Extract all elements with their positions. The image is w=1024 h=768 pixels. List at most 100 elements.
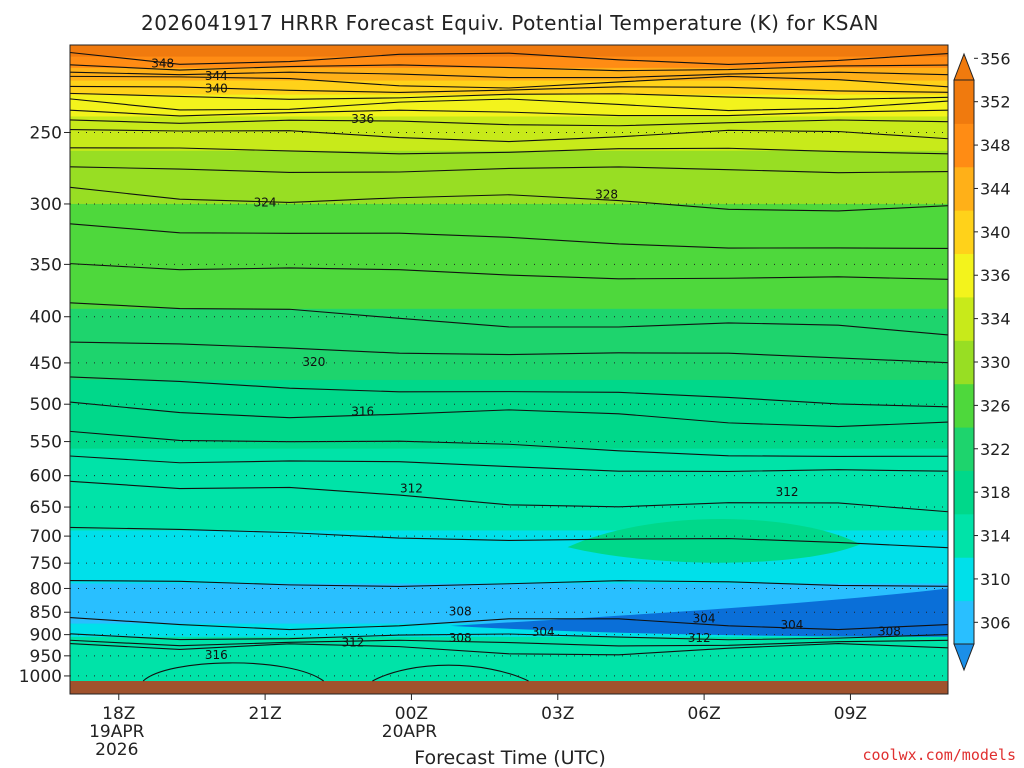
y-tick-label: 500	[30, 395, 62, 415]
color-band	[70, 379, 948, 450]
colorbar-tick-label: 322	[980, 440, 1011, 459]
x-tick-sublabel: 19APR	[89, 722, 145, 742]
contour-label: 304	[693, 612, 716, 626]
colorbar-segment	[954, 296, 974, 341]
x-tick-sublabel: 2026	[95, 740, 138, 760]
contour-line	[69, 147, 949, 155]
colorbar-low-arrow	[953, 643, 975, 672]
contour-line	[69, 401, 949, 428]
color-band	[70, 203, 948, 310]
contour-line	[69, 579, 949, 588]
y-tick-label: 350	[30, 255, 62, 275]
colorbar: 306 310 314 318 322 326 330 334 336 340 344 348 352 3…	[953, 49, 1011, 672]
contour-label: 336	[351, 112, 374, 126]
contour-line	[69, 119, 949, 127]
contour-line	[69, 85, 949, 93]
color-band	[70, 150, 948, 205]
y-tick-label: 900	[30, 626, 62, 646]
colorbar-tick-label: 334	[980, 310, 1011, 329]
colorbar-segment	[954, 513, 974, 558]
colorbar-segment	[954, 470, 974, 515]
contour-line	[69, 430, 949, 457]
contour-label: 308	[878, 624, 901, 638]
contour-line	[69, 64, 949, 72]
y-tick-label: 650	[30, 498, 62, 518]
credit-text: coolwx.com/models	[862, 746, 1016, 764]
contour-label: 324	[254, 195, 277, 209]
y-tick-label: 700	[30, 527, 62, 547]
color-band	[70, 56, 948, 69]
contour-label: 308	[449, 631, 472, 645]
colorbar-tick-label: 306	[980, 613, 1011, 632]
contour-line	[69, 341, 949, 364]
contour-label: 316	[205, 648, 228, 662]
plot-frame	[69, 44, 949, 695]
y-tick-label: 800	[30, 579, 62, 599]
contour-line	[69, 109, 949, 117]
x-tick-label: 00Z	[395, 704, 428, 724]
y-tick-label: 400	[30, 308, 62, 328]
contour-label: 312	[688, 631, 711, 645]
contour-line	[69, 75, 949, 89]
colorbar-tick-label: 340	[980, 223, 1011, 242]
contour-line	[372, 664, 529, 682]
contour-line	[69, 633, 949, 641]
colorbar-tick-label: 336	[980, 266, 1011, 285]
contour-line	[69, 639, 949, 647]
contour-line	[69, 263, 949, 280]
contour-line	[69, 223, 949, 249]
colorbar-tick-label: 356	[980, 49, 1011, 68]
y-tick-label: 750	[30, 554, 62, 574]
color-band	[70, 636, 948, 682]
contour-line	[69, 480, 949, 513]
x-tick-label: 03Z	[541, 704, 574, 724]
chart-title: 2026041917 HRRR Forecast Equiv. Potentia…	[141, 11, 879, 35]
contour-line	[69, 526, 949, 549]
colorbar-tick-label: 352	[980, 93, 1011, 112]
contour-label: 348	[151, 56, 174, 70]
color-band	[70, 308, 948, 381]
contour-label: 340	[205, 82, 228, 96]
y-tick-label: 600	[30, 467, 62, 487]
colorbar-tick-label: 326	[980, 396, 1011, 415]
colorbar-segment	[954, 80, 974, 124]
contour-line	[69, 302, 949, 336]
contour-label: 304	[532, 625, 555, 639]
contour-line	[69, 92, 949, 100]
color-band	[70, 67, 948, 82]
x-axis-label: Forecast Time (UTC)	[414, 747, 605, 768]
ground-surface	[70, 681, 948, 694]
color-band	[70, 94, 948, 117]
y-tick-label: 300	[30, 195, 62, 215]
y-axis: 250 300 350 400 450 500 550 600 650 700 750 800 850 9…	[19, 123, 70, 687]
colorbar-segment	[954, 340, 974, 385]
colorbar-tick-label: 330	[980, 353, 1011, 372]
contour-label: 328	[595, 187, 618, 201]
contour-label: 316	[351, 404, 374, 418]
contour-line	[69, 186, 949, 212]
contour-line	[69, 98, 949, 112]
color-band	[70, 448, 948, 531]
contour-line	[69, 617, 949, 631]
contour-label: 308	[449, 604, 472, 618]
y-tick-label: 850	[30, 603, 62, 623]
colorbar-segment	[954, 557, 974, 602]
color-band-304	[450, 588, 948, 637]
color-band	[70, 116, 948, 152]
contour-label: 344	[205, 69, 228, 83]
colorbar-segment	[954, 166, 974, 211]
plot-area	[70, 45, 948, 694]
contour-line	[69, 643, 949, 656]
contour-label: 304	[780, 618, 803, 632]
x-tick-label: 18Z	[102, 704, 135, 724]
contour-line	[69, 129, 949, 143]
contour-line	[69, 376, 949, 408]
x-tick-label: 09Z	[834, 704, 867, 724]
colorbar-high-arrow	[953, 52, 975, 81]
colorbar-segment	[954, 123, 974, 168]
colorbar-tick-label: 348	[980, 136, 1011, 155]
contour-label: 312	[341, 636, 364, 650]
